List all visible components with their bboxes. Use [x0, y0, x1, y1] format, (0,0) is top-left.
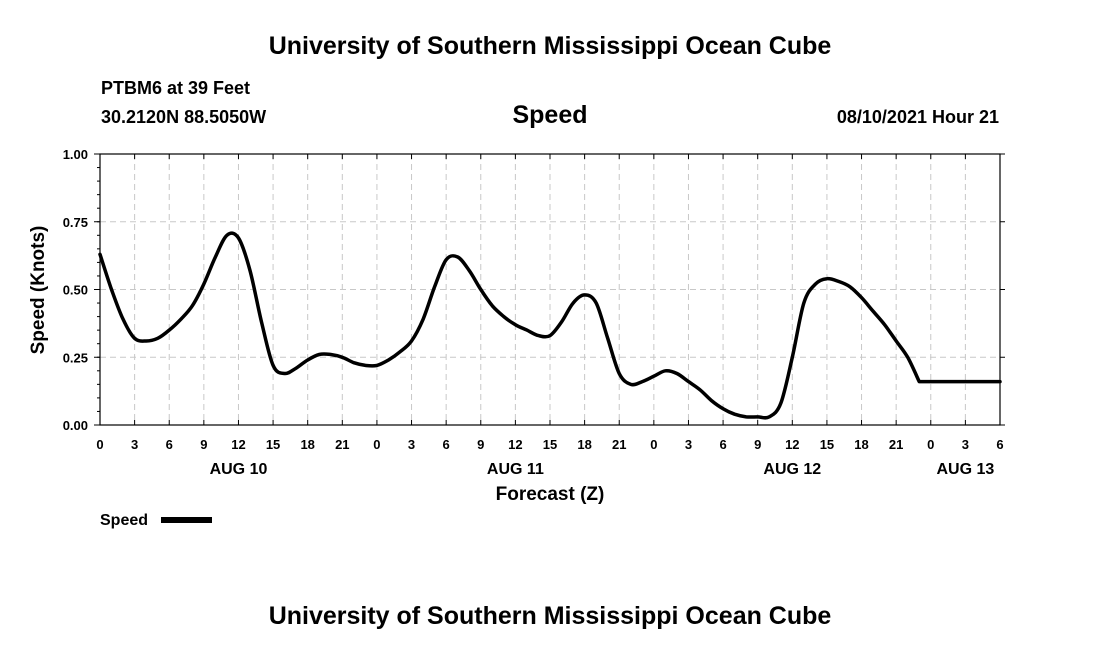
x-tick-label: 0: [927, 437, 934, 452]
x-axis-label: Forecast (Z): [496, 484, 605, 505]
chart-title: University of Southern Mississippi Ocean…: [268, 32, 832, 60]
x-tick-label: 18: [300, 437, 314, 452]
y-tick-label: 0.75: [63, 215, 88, 230]
date-label: AUG 10: [210, 461, 268, 478]
chart-grid: [100, 154, 1000, 425]
x-tick-label: 18: [854, 437, 868, 452]
datetime-label: 08/10/2021 Hour 21: [836, 107, 999, 127]
x-tick-label: 6: [443, 437, 450, 452]
x-tick-label: 0: [96, 437, 103, 452]
y-tick-label: 1.00: [63, 147, 88, 162]
x-tick-label: 3: [962, 437, 969, 452]
x-tick-label: 3: [408, 437, 415, 452]
date-label: AUG 13: [936, 461, 994, 478]
x-tick-label: 18: [577, 437, 591, 452]
y-axis-label: Speed (Knots): [28, 226, 49, 355]
x-tick-label: 21: [335, 437, 349, 452]
x-tick-label: 12: [785, 437, 799, 452]
date-label: AUG 11: [487, 461, 544, 478]
x-tick-label: 3: [131, 437, 138, 452]
variable-title: Speed: [512, 101, 588, 129]
x-axis-ticks: 0 3 6 9 12 15 18 21 0 3 6 9 12 15 18 21 0 3 6 9 12 15 18 21 0 3 6: [96, 154, 1004, 452]
x-tick-label: 0: [650, 437, 657, 452]
date-labels: AUG 10 AUG 11 AUG 12 AUG 13: [210, 461, 995, 478]
y-tick-label: 0.00: [63, 418, 88, 433]
x-tick-label: 9: [200, 437, 207, 452]
x-tick-label: 6: [166, 437, 173, 452]
x-tick-label: 15: [266, 437, 280, 452]
x-tick-label: 0: [373, 437, 380, 452]
date-label: AUG 12: [763, 461, 821, 478]
x-tick-label: 21: [889, 437, 903, 452]
x-tick-label: 3: [685, 437, 692, 452]
legend-label: Speed: [100, 512, 148, 529]
x-tick-label: 15: [820, 437, 834, 452]
x-tick-label: 21: [612, 437, 626, 452]
coordinates-label: 30.2120N 88.5050W: [101, 107, 267, 127]
x-tick-label: 6: [996, 437, 1003, 452]
x-tick-label: 12: [231, 437, 245, 452]
x-tick-label: 9: [754, 437, 761, 452]
x-tick-label: 9: [477, 437, 484, 452]
x-tick-label: 12: [508, 437, 522, 452]
x-tick-label: 15: [543, 437, 557, 452]
x-tick-label: 6: [719, 437, 726, 452]
y-tick-label: 0.50: [63, 283, 88, 298]
footer-title: University of Southern Mississippi Ocean…: [268, 602, 832, 630]
station-label: PTBM6 at 39 Feet: [101, 78, 251, 98]
series-line-speed: [98, 231, 1002, 420]
y-tick-label: 0.25: [63, 350, 88, 365]
y-axis-ticks: 0.00 0.25 0.50 0.75 1.00: [63, 147, 1005, 433]
